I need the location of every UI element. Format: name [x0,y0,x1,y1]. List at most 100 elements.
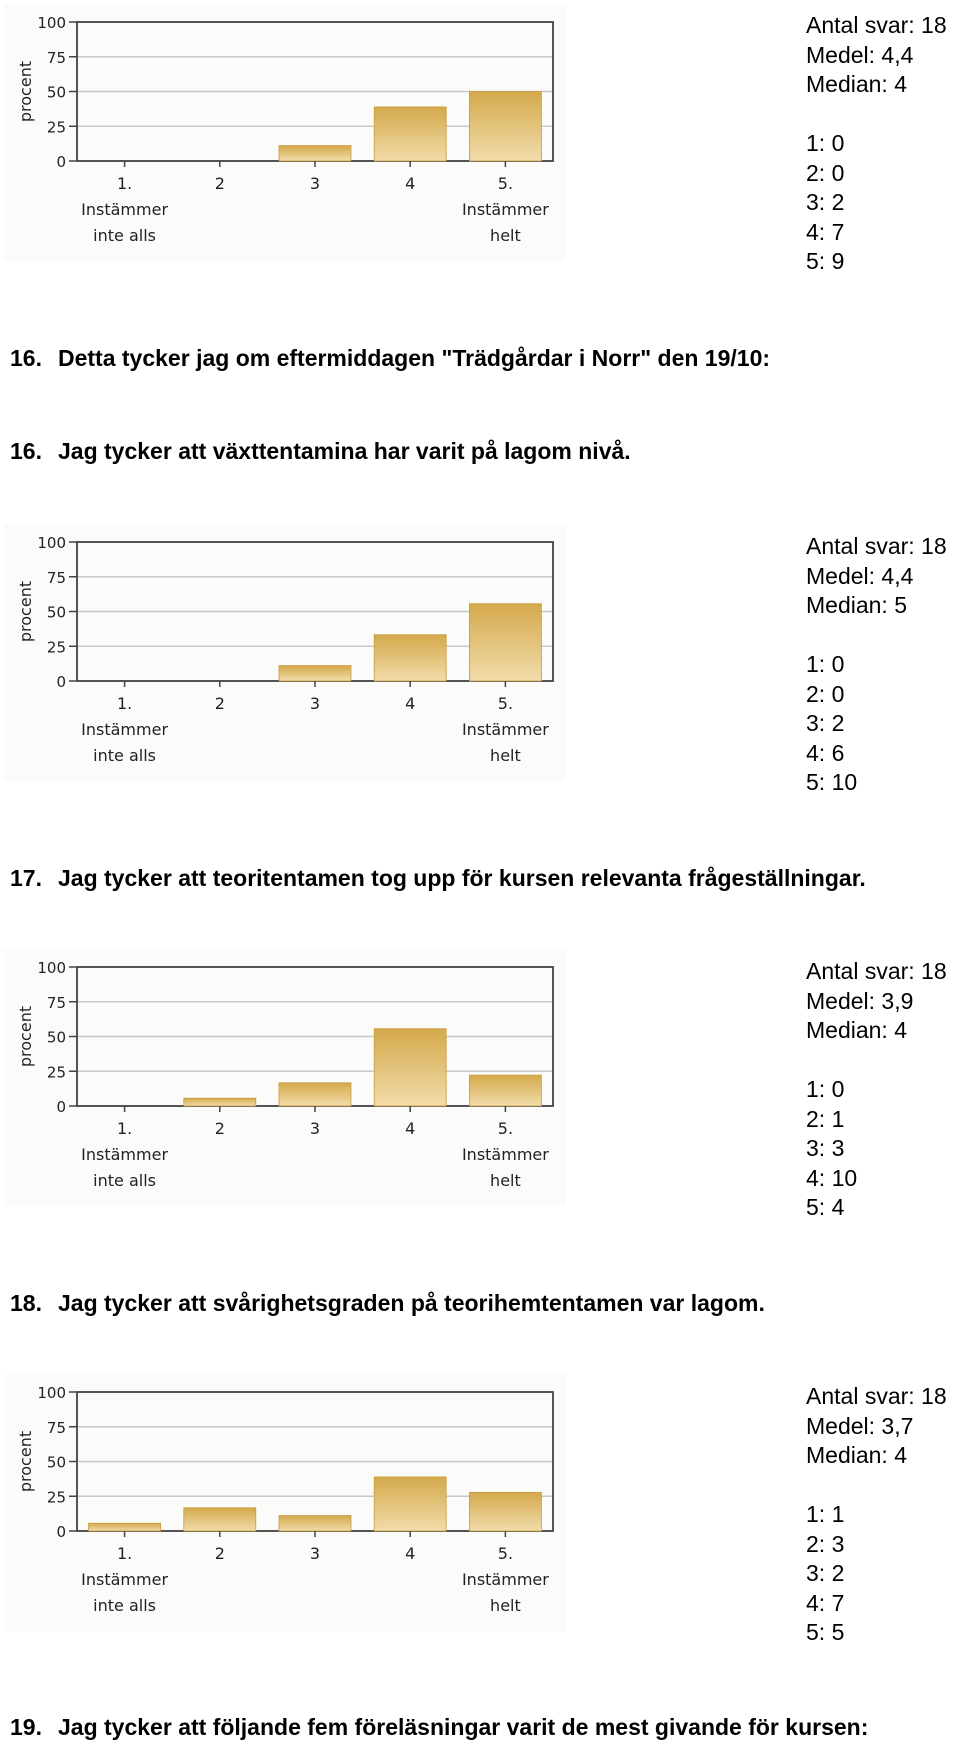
x-tick-label: Instämmer [81,1570,168,1589]
x-tick-label: 1. [117,1119,132,1138]
x-tick-label: 1. [117,174,132,193]
bar [468,603,542,682]
bar [278,1082,352,1107]
stats-panel-2: Antal svar: 18 Medel: 4,4 Median: 5 1: 0… [806,532,947,798]
bar [278,145,352,162]
x-tick-label: 3 [310,1544,320,1563]
x-tick-label: 4 [405,694,415,713]
medel: Medel: 3,7 [806,1412,914,1439]
x-tick-label: helt [490,1596,521,1615]
x-tick-label: inte alls [93,746,156,765]
antal-svar: Antal svar: 18 [806,12,947,38]
bar-chart-1: 100 75 50 25 0 procent 1. Instämmer inte alls 2 3 4… [4,4,566,261]
x-tick-label: 5. [498,694,513,713]
y-tick-label: 50 [47,1029,66,1047]
count-1: 1: 1 [806,1501,845,1527]
x-tick-label: inte alls [93,1171,156,1190]
question-number: 18. [10,1290,42,1316]
count-1: 1: 0 [806,651,845,677]
y-axis-label: procent [16,61,35,122]
question-block-2: 100 75 50 25 0 procent 1. Instämmer inte alls 2 3 4… [0,520,960,795]
median: Median: 4 [806,1017,908,1043]
count-1: 1: 0 [806,130,845,156]
medel: Medel: 4,4 [806,562,914,589]
y-tick-label: 50 [47,604,66,622]
bar [278,1515,352,1532]
x-tick-label: inte alls [93,226,156,245]
question-number: 17. [10,865,42,891]
count-2: 2: 0 [806,159,845,186]
question-heading: 19. Jag tycker att följande fem föreläsni… [10,1714,868,1741]
question-heading: 16. Jag tycker att växttentamina har vari… [10,438,631,465]
bar [88,1522,161,1532]
x-tick-label: 5. [498,174,513,193]
x-tick-label: helt [490,746,521,765]
question-number: 19. [10,1714,42,1740]
x-tick-label: 5. [498,1119,513,1138]
count-2: 2: 1 [806,1105,845,1132]
x-tick-label: 2 [215,694,225,713]
y-tick-label: 25 [47,118,66,136]
y-tick-label: 100 [37,1384,66,1402]
question-number: 16. [10,345,42,371]
y-tick-label: 0 [56,1523,66,1541]
y-tick-label: 75 [47,569,66,587]
question-block-3: 100 75 50 25 0 procent 1. Instämmer inte alls 2 3 4… [0,945,960,1220]
stats-panel-3: Antal svar: 18 Medel: 3,9 Median: 4 1: 0… [806,957,947,1223]
antal-svar: Antal svar: 18 [806,533,947,559]
x-tick-label: 1. [117,694,132,713]
count-4: 4: 6 [806,739,845,766]
bar [183,1507,257,1532]
y-tick-label: 75 [47,994,66,1012]
y-tick-label: 50 [47,84,66,102]
bar [468,1491,542,1532]
x-tick-label: Instämmer [81,200,168,219]
question-block-4: 100 75 50 25 0 procent 1. Instämmer inte alls 2 3 4… [0,1370,960,1645]
median: Median: 4 [806,71,908,97]
y-tick-label: 100 [37,534,66,552]
medel: Medel: 4,4 [806,41,914,68]
x-tick-label: Instämmer [462,1145,549,1164]
question-heading: 17. Jag tycker att teoritentamen tog upp … [10,865,866,892]
y-tick-label: 25 [47,1063,66,1081]
y-tick-label: 50 [47,1454,66,1472]
x-tick-label: 4 [405,1544,415,1563]
question-text: Jag tycker att teoritentamen tog upp för… [58,865,866,891]
median: Median: 4 [806,1442,908,1468]
x-tick-label: 5. [498,1544,513,1563]
x-tick-label: 2 [215,1544,225,1563]
count-3: 3: 2 [806,189,845,215]
medel: Medel: 3,9 [806,987,914,1014]
x-tick-label: 4 [405,1119,415,1138]
count-2: 2: 0 [806,680,845,707]
count-5: 5: 9 [806,248,845,274]
y-tick-label: 0 [56,153,66,171]
y-tick-label: 75 [47,49,66,67]
count-3: 3: 2 [806,710,845,736]
stats-panel-4: Antal svar: 18 Medel: 3,7 Median: 4 1: 1… [806,1382,947,1648]
count-4: 4: 10 [806,1164,858,1191]
count-5: 5: 10 [806,769,858,795]
count-5: 5: 4 [806,1194,845,1220]
y-axis-label: procent [16,1431,35,1492]
x-tick-label: Instämmer [81,1145,168,1164]
antal-svar: Antal svar: 18 [806,958,947,984]
y-tick-label: 0 [56,1098,66,1116]
y-axis-label: procent [16,581,35,642]
x-tick-label: 2 [215,1119,225,1138]
question-number: 16. [10,438,42,464]
count-5: 5: 5 [806,1619,845,1645]
bar [373,1476,447,1532]
y-tick-label: 0 [56,673,66,691]
x-tick-label: 3 [310,694,320,713]
x-tick-label: 3 [310,1119,320,1138]
question-text: Jag tycker att växttentamina har varit p… [58,438,631,464]
count-4: 4: 7 [806,218,845,245]
y-tick-label: 100 [37,959,66,977]
question-heading: 18. Jag tycker att svårighetsgraden på te… [10,1290,765,1317]
x-tick-label: Instämmer [462,720,549,739]
count-3: 3: 3 [806,1135,845,1161]
x-tick-label: 3 [310,174,320,193]
x-tick-label: 2 [215,174,225,193]
y-tick-label: 75 [47,1419,66,1437]
